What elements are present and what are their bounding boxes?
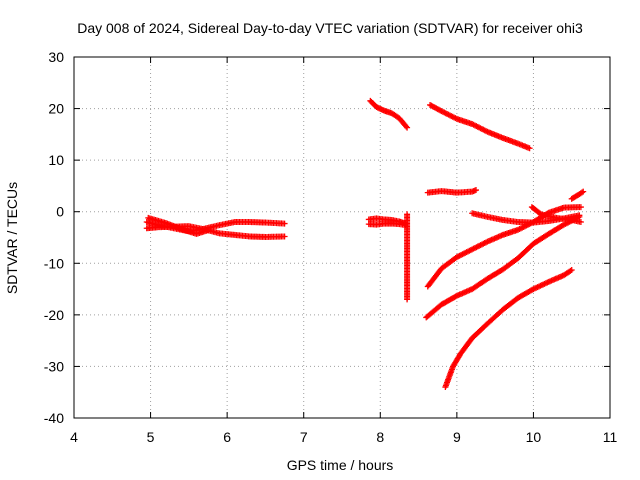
data-point: [576, 213, 583, 220]
y-tick-label: 10: [48, 152, 64, 168]
grid-lines: [74, 57, 610, 418]
x-tick-label: 9: [453, 429, 461, 445]
data-point: [473, 187, 479, 194]
data-point: [452, 293, 459, 300]
data-point: [577, 204, 584, 211]
x-tick-label: 10: [526, 429, 542, 445]
data-points: [143, 97, 587, 391]
chart-title: Day 008 of 2024, Sidereal Day-to-day VTE…: [77, 20, 583, 36]
plot-border: [73, 56, 611, 419]
x-tick-label: 8: [376, 429, 384, 445]
y-axis-label: SDTVAR / TECUs: [4, 182, 20, 294]
data-point: [580, 188, 587, 195]
data-point: [404, 296, 411, 303]
x-tick-label: 7: [300, 429, 308, 445]
y-tick-label: 30: [48, 49, 64, 65]
data-point: [281, 220, 288, 227]
data-point: [567, 267, 574, 274]
x-tick-label: 11: [603, 429, 618, 445]
y-tick-label: 0: [56, 204, 64, 220]
axis-ticks: 4 5 6 7 8 9 10 11 -40 -30 -20 -10 0 10 20 30: [44, 49, 618, 445]
x-tick-label: 5: [147, 429, 155, 445]
y-tick-label: -40: [44, 410, 64, 426]
y-tick-label: -20: [44, 307, 64, 323]
data-point: [403, 123, 410, 130]
data-point: [526, 145, 533, 152]
y-tick-label: -10: [44, 255, 64, 271]
data-point: [404, 124, 411, 131]
x-tick-label: 6: [223, 429, 231, 445]
y-tick-label: 20: [48, 101, 64, 117]
data-point: [577, 219, 584, 226]
data-point: [544, 210, 551, 217]
data-point: [205, 227, 211, 234]
data-point: [281, 233, 288, 240]
data-point: [578, 189, 585, 196]
y-tick-label: -30: [44, 358, 64, 374]
data-point: [568, 266, 575, 273]
x-tick-label: 4: [70, 429, 78, 445]
x-axis-label: GPS time / hours: [287, 457, 394, 473]
